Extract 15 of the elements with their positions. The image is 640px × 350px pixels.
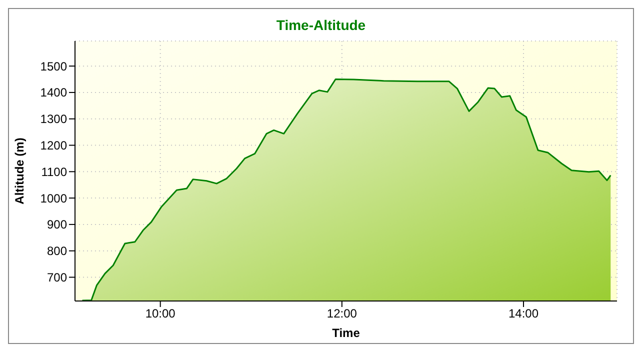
y-tick-label: 1100 <box>41 164 68 179</box>
y-tick-label: 800 <box>46 244 68 258</box>
x-axis-title: Time <box>332 326 360 340</box>
y-axis-title: Altitude (m) <box>12 138 26 204</box>
y-tick-label: 1500 <box>40 59 68 74</box>
y-tick-label: 1000 <box>40 191 68 206</box>
x-tick-label: 10:00 <box>145 306 176 321</box>
chart-title: Time-Altitude <box>275 16 367 35</box>
y-tick-label: 1200 <box>40 138 68 153</box>
y-tick-label: 700 <box>46 270 68 285</box>
x-tick-label: 12:00 <box>326 306 358 321</box>
x-tick-label: 14:00 <box>508 306 539 321</box>
y-tick-label: 1300 <box>40 112 68 126</box>
y-tick-label: 1400 <box>40 86 68 100</box>
y-tick-label: 900 <box>46 218 68 232</box>
